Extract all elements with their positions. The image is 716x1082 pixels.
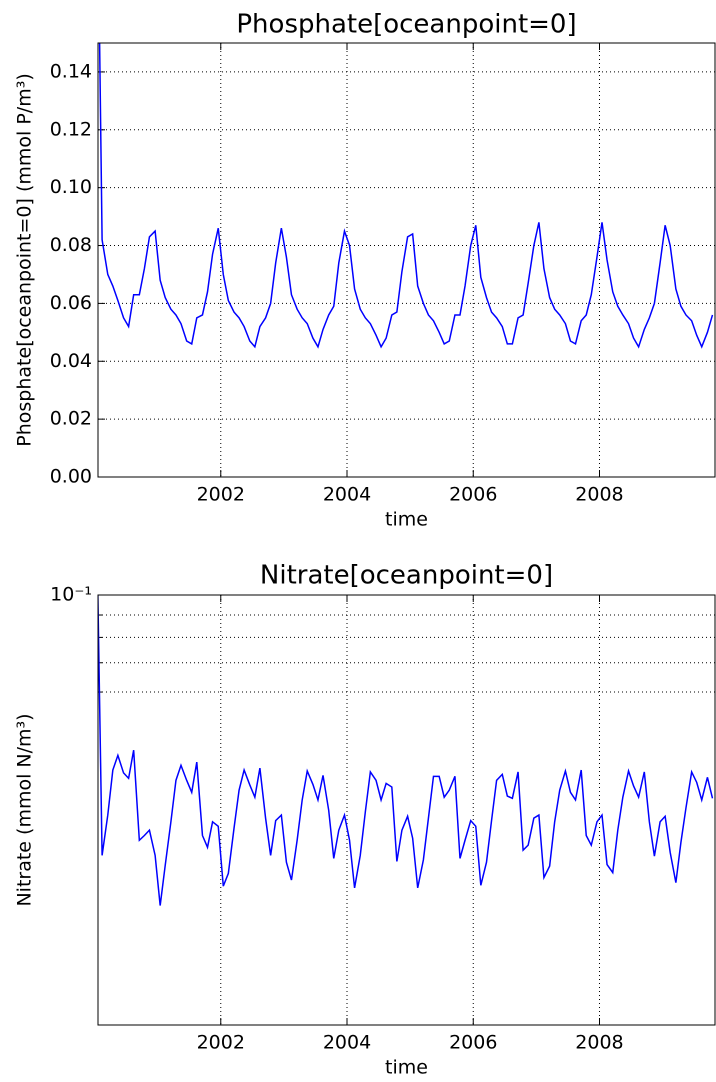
y-tick-label: 0.00 [50,466,92,488]
y-tick-label: 0.02 [50,408,92,430]
chart-title: Phosphate[oceanpoint=0] [236,10,576,40]
y-tick-label: 0.12 [50,118,92,140]
subplot: Phosphate[oceanpoint=0] time Phosphate[oce… [14,10,716,531]
y-tick-label: 10⁻¹ [50,584,92,606]
x-axis-label: time [385,509,428,531]
data-line [98,595,714,906]
y-tick-label: 0.04 [50,350,92,372]
axes-frame [97,594,716,1026]
x-tick-label: 2008 [575,1032,623,1054]
y-tick-label: 0.06 [50,292,92,314]
x-tick-label: 2008 [575,484,623,506]
subplot: Nitrate[oceanpoint=0] time Nitrate (mmol N… [14,561,716,1079]
y-tick-label: 0.10 [50,176,92,198]
y-axis-label: Nitrate (mmol N/m³) [14,713,36,906]
x-tick-label: 2006 [449,484,497,506]
y-tick-label: 0.14 [50,60,92,82]
axes-frame [97,42,716,478]
data-line [98,43,714,349]
chart-title: Nitrate[oceanpoint=0] [260,561,553,591]
x-tick-label: 2002 [197,1032,245,1054]
x-tick-label: 2006 [449,1032,497,1054]
y-tick-label: 0.08 [50,234,92,256]
x-tick-label: 2004 [323,1032,371,1054]
y-axis-label: Phosphate[oceanpoint=0] (mmol P/m³) [14,73,36,446]
x-tick-label: 2004 [323,484,371,506]
x-tick-label: 2002 [197,484,245,506]
x-axis-label: time [385,1057,428,1079]
